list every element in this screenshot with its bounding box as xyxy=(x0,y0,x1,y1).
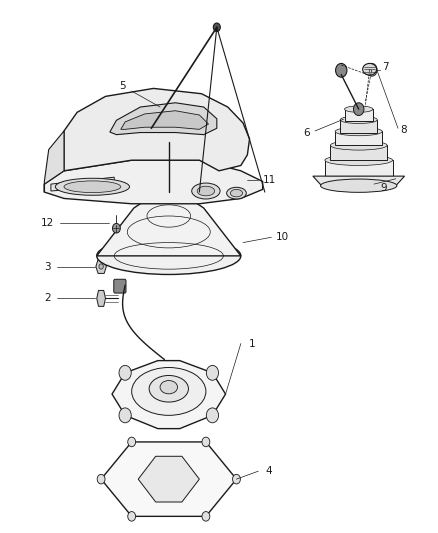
Ellipse shape xyxy=(230,189,243,197)
Polygon shape xyxy=(51,177,114,191)
Text: 9: 9 xyxy=(381,183,387,193)
Ellipse shape xyxy=(160,381,177,394)
Polygon shape xyxy=(325,160,392,176)
Circle shape xyxy=(119,366,131,380)
Ellipse shape xyxy=(335,127,382,136)
Ellipse shape xyxy=(345,106,373,112)
Polygon shape xyxy=(101,442,237,516)
Ellipse shape xyxy=(163,189,174,195)
Polygon shape xyxy=(97,290,106,306)
Polygon shape xyxy=(335,132,382,146)
Circle shape xyxy=(99,264,103,269)
Ellipse shape xyxy=(64,181,121,192)
Text: 12: 12 xyxy=(41,218,54,228)
Polygon shape xyxy=(313,176,405,185)
Circle shape xyxy=(367,63,377,76)
Polygon shape xyxy=(330,146,387,160)
Circle shape xyxy=(336,63,347,77)
Ellipse shape xyxy=(363,63,377,75)
Polygon shape xyxy=(64,88,250,171)
Ellipse shape xyxy=(55,178,130,195)
Polygon shape xyxy=(110,103,217,135)
Ellipse shape xyxy=(321,179,397,192)
Text: 5: 5 xyxy=(120,81,126,91)
Ellipse shape xyxy=(192,183,220,199)
Circle shape xyxy=(233,474,240,484)
Polygon shape xyxy=(44,131,64,192)
Ellipse shape xyxy=(157,186,181,198)
Ellipse shape xyxy=(325,155,392,165)
Circle shape xyxy=(128,512,136,521)
Circle shape xyxy=(206,408,219,423)
Text: 10: 10 xyxy=(276,232,289,243)
Ellipse shape xyxy=(132,368,206,415)
Circle shape xyxy=(97,474,105,484)
Text: 4: 4 xyxy=(266,466,272,476)
Ellipse shape xyxy=(149,375,188,402)
Ellipse shape xyxy=(226,187,246,199)
Circle shape xyxy=(202,437,210,447)
Circle shape xyxy=(113,223,120,233)
Polygon shape xyxy=(345,109,373,121)
Polygon shape xyxy=(340,120,377,133)
Circle shape xyxy=(213,23,220,31)
Polygon shape xyxy=(112,361,226,429)
Circle shape xyxy=(202,512,210,521)
Circle shape xyxy=(128,437,136,447)
Ellipse shape xyxy=(340,116,377,124)
Polygon shape xyxy=(138,456,199,502)
Ellipse shape xyxy=(97,237,241,274)
Polygon shape xyxy=(96,260,106,273)
Circle shape xyxy=(370,67,374,72)
Text: 8: 8 xyxy=(400,125,407,135)
Circle shape xyxy=(119,408,131,423)
Polygon shape xyxy=(44,160,263,204)
FancyBboxPatch shape xyxy=(114,279,126,293)
Polygon shape xyxy=(97,192,241,256)
Text: 7: 7 xyxy=(382,62,389,72)
Text: 1: 1 xyxy=(248,338,255,349)
Text: 11: 11 xyxy=(263,175,276,185)
Ellipse shape xyxy=(197,186,215,196)
Polygon shape xyxy=(121,111,208,130)
Text: 6: 6 xyxy=(303,127,310,138)
Ellipse shape xyxy=(330,141,387,150)
Text: 2: 2 xyxy=(44,293,51,303)
Circle shape xyxy=(206,366,219,380)
Circle shape xyxy=(353,103,364,116)
Text: 3: 3 xyxy=(44,262,51,271)
